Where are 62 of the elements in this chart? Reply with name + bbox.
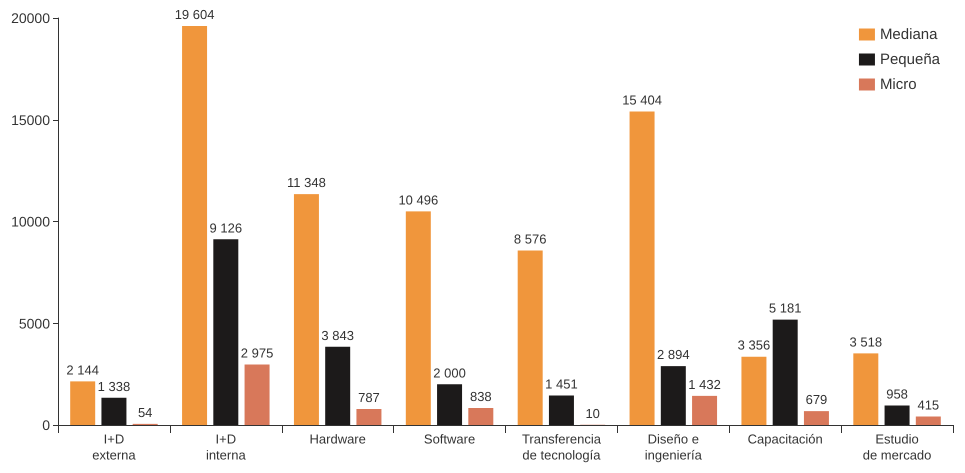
x-tick-label: Capacitación [748, 432, 823, 446]
y-tick-label: 10000 [11, 214, 50, 230]
data-label: 2 975 [240, 345, 274, 360]
data-label: 2 894 [657, 347, 690, 362]
bar [518, 250, 543, 425]
x-tick-label: Diseño e ingeniería [644, 432, 703, 462]
y-tick-label: 15000 [11, 112, 50, 128]
data-label: 787 [358, 390, 380, 405]
data-label: 1 338 [98, 378, 130, 394]
x-tick-label: Estudio de mercado [862, 432, 932, 462]
data-label: 11 348 [287, 175, 326, 190]
data-label: 10 [585, 406, 600, 421]
data-label: 9 126 [210, 220, 242, 236]
bar [356, 408, 382, 425]
data-label: 2 144 [66, 362, 99, 378]
data-label: 3 843 [321, 328, 354, 343]
bar [213, 239, 238, 425]
bar [437, 384, 462, 425]
x-tick-label: Hardware [310, 432, 366, 446]
bar [884, 406, 910, 425]
bar [548, 395, 574, 425]
bar [853, 353, 878, 425]
bar [406, 211, 431, 425]
bar [325, 346, 350, 425]
data-label: 5 181 [768, 300, 802, 316]
legend-label: Micro [880, 76, 917, 93]
bar [244, 364, 270, 425]
y-tick-label: 0 [42, 417, 50, 433]
x-tick-label: I+D interna [206, 432, 246, 462]
bar [182, 26, 208, 425]
bar [692, 396, 718, 425]
data-label: 3 518 [850, 334, 882, 350]
data-label: 8 576 [514, 231, 546, 246]
data-label: 10 496 [398, 192, 438, 208]
bar [70, 381, 96, 425]
y-tick-label: 20000 [11, 10, 50, 26]
legend-label: Mediana [880, 26, 938, 43]
data-label: 19 604 [174, 7, 214, 22]
data-label: 2 000 [433, 365, 466, 380]
x-tick-label: Software [424, 432, 476, 446]
data-label: 1 451 [545, 376, 578, 392]
data-label: 54 [138, 404, 152, 420]
data-label: 1 432 [688, 376, 721, 392]
bar [772, 320, 798, 425]
data-label: 679 [806, 392, 828, 408]
bar [630, 112, 655, 425]
x-tick-label: Transferencia de tecnología [522, 432, 602, 462]
data-label: 958 [886, 386, 908, 402]
data-label: 838 [470, 388, 492, 404]
bar [294, 194, 319, 425]
bar [660, 366, 686, 425]
bar [741, 356, 766, 425]
bar [101, 398, 126, 425]
legend-label: Pequeña [880, 51, 941, 68]
data-label: 3 356 [738, 338, 770, 353]
bar [804, 411, 829, 425]
data-label: 15 404 [622, 92, 662, 108]
x-tick-label: I+D externa [92, 432, 136, 462]
bar [468, 408, 494, 425]
data-label: 415 [917, 398, 940, 413]
bar [916, 416, 941, 425]
y-tick-label: 5000 [18, 315, 50, 332]
